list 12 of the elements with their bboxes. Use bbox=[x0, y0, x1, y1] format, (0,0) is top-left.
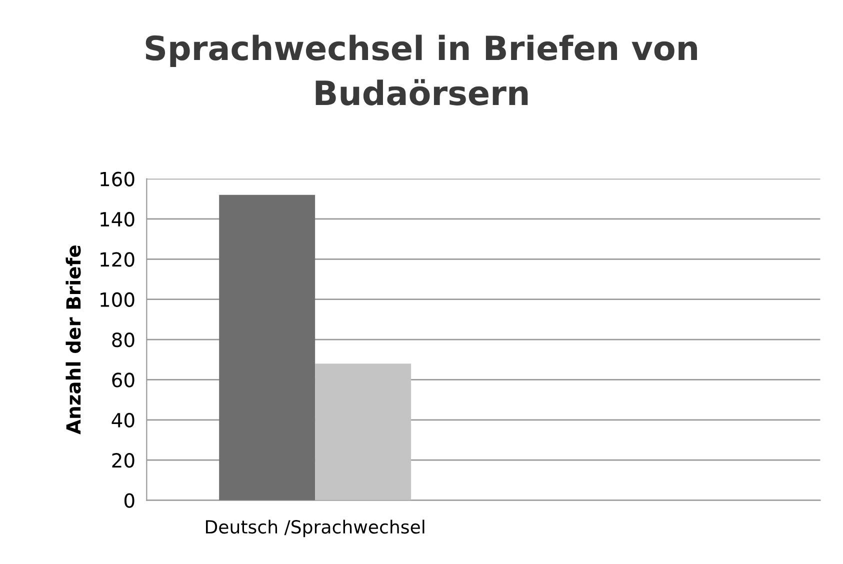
y-tick-label: 40 bbox=[112, 412, 134, 428]
y-tick-label: 80 bbox=[112, 332, 134, 348]
x-tick-label: Deutsch /Sprachwechsel bbox=[206, 520, 424, 538]
y-tick-label: 100 bbox=[100, 292, 134, 308]
y-tick-label: 60 bbox=[112, 372, 134, 388]
chart-title: Sprachwechsel in Briefen von Budaörsern bbox=[146, 34, 697, 106]
y-tick-label: 160 bbox=[100, 172, 134, 186]
y-tick-label: 140 bbox=[100, 212, 134, 227]
y-axis-title: Anzahl der Briefe bbox=[66, 245, 81, 434]
y-tick-label: 0 bbox=[124, 493, 134, 508]
y-tick-label: 20 bbox=[112, 453, 134, 468]
y-tick-label: 120 bbox=[100, 252, 134, 267]
